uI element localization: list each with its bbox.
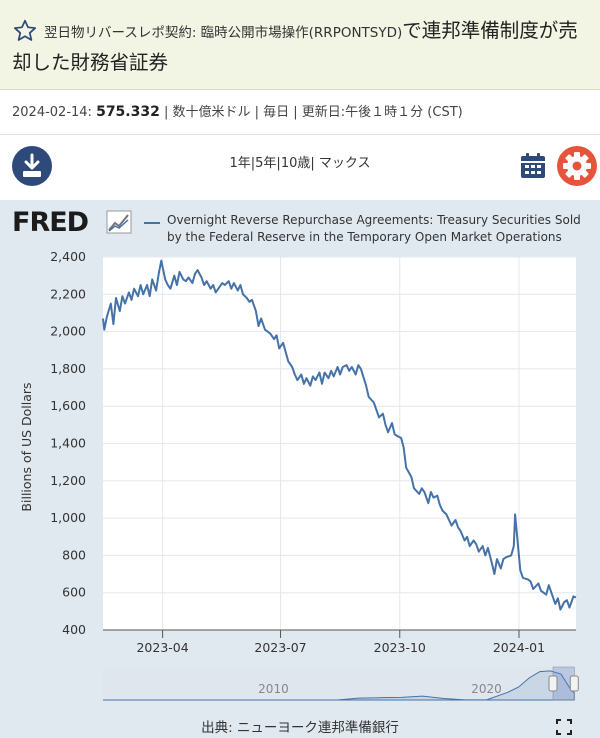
series-title-big-a: で連邦準備制度が売 — [402, 19, 578, 42]
x-tick-label: 2023-10 — [374, 640, 426, 655]
series-title-bar: 翌日物リバースレポ契約: 臨時公開市場操作(RRPONTSYD)で連邦準備制度が… — [0, 0, 600, 90]
y-tick-label: 400 — [62, 622, 86, 637]
series-title: 翌日物リバースレポ契約: 臨時公開市場操作(RRPONTSYD)で連邦準備制度が… — [12, 16, 592, 79]
expand-icon[interactable] — [556, 719, 572, 735]
fred-chart-logo-icon — [106, 210, 132, 234]
y-tick-label: 1,600 — [50, 398, 86, 413]
source-label: 出典: ニューヨーク連邦準備銀行 — [201, 720, 399, 736]
series-line — [102, 259, 577, 611]
y-tick-label: 2,400 — [50, 249, 86, 264]
legend-label: Overnight Reverse Repurchase Agreements:… — [167, 213, 581, 244]
navigator-year-label: 2020 — [471, 682, 502, 696]
x-tick-label: 2023-04 — [136, 640, 188, 655]
range-1y-link[interactable]: 1年 — [229, 156, 251, 171]
grid-lines — [103, 256, 576, 631]
calendar-icon[interactable] — [519, 152, 547, 180]
download-button[interactable] — [12, 146, 52, 186]
observation-value: 575.332 — [96, 104, 160, 120]
series-meta: 2024-02-14: 575.332 | 数十億米ドル | 毎日 | 更新日:… — [12, 101, 463, 120]
divider — [0, 134, 600, 135]
navigator-handle-left[interactable] — [548, 675, 558, 692]
x-axis: 2023-04 2023-07 2023-10 2024-01 — [103, 629, 576, 655]
range-separator: | — [310, 156, 315, 171]
x-tick-label: 2024-01 — [493, 640, 545, 655]
range-separator: | — [250, 156, 256, 171]
date-range-links: 1年|5年|10歳| マックス — [0, 152, 600, 171]
series-meta-details: | 数十億米ドル | 毎日 | 更新日:午後１時１分 (CST) — [163, 105, 463, 120]
x-tick-label: 2023-07 — [254, 640, 306, 655]
range-max-link[interactable]: マックス — [318, 156, 371, 171]
navigator-track — [103, 667, 576, 700]
y-tick-label: 1,400 — [50, 436, 86, 451]
series-title-small: 翌日物リバースレポ契約: 臨時公開市場操作(RRPONTSYD) — [44, 25, 403, 41]
y-tick-label: 2,000 — [50, 324, 86, 339]
range-5y-link[interactable]: 5年 — [255, 156, 277, 171]
series-title-big-b: 却した財務省証券 — [12, 51, 169, 74]
star-outline-icon[interactable] — [12, 18, 38, 44]
y-tick-label: 1,800 — [50, 361, 86, 376]
gear-icon — [563, 152, 591, 180]
y-axis-label: Billions of US Dollars — [19, 382, 34, 511]
legend-swatch — [144, 222, 160, 224]
y-tick-label: 1,200 — [50, 473, 86, 488]
observation-date: 2024-02-14: — [12, 105, 92, 120]
navigator-handle-right[interactable] — [569, 675, 579, 692]
settings-button[interactable] — [557, 146, 597, 186]
fred-logo: FRED — [12, 207, 89, 238]
range-navigator[interactable]: 2010 2020 — [103, 666, 579, 701]
download-icon — [23, 153, 41, 177]
y-tick-label: 800 — [62, 547, 86, 562]
y-tick-label: 1,000 — [50, 510, 86, 525]
y-axis: 400 600 800 1,000 1,200 1,400 1,600 1,800 2,000 2… — [50, 249, 86, 637]
y-tick-label: 2,200 — [50, 286, 86, 301]
navigator-year-label: 2010 — [258, 682, 289, 696]
range-separator: | — [276, 156, 281, 171]
y-tick-label: 600 — [62, 585, 86, 600]
range-10y-link[interactable]: 10歳 — [280, 156, 311, 171]
